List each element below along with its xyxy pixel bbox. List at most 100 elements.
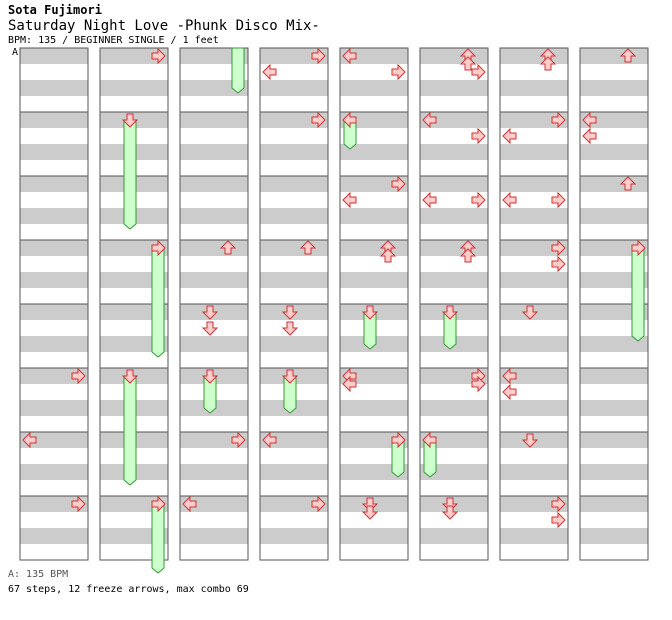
down-arrow-icon [441, 505, 459, 520]
beat-stripe [260, 336, 328, 352]
beat-stripe [340, 64, 408, 80]
beat-stripe [500, 96, 568, 112]
beat-stripe [340, 256, 408, 272]
right-arrow-icon [391, 63, 406, 81]
beat-stripe [180, 144, 248, 160]
beat-stripe [260, 48, 328, 64]
beat-stripe [420, 112, 488, 128]
beat-stripe [20, 48, 88, 64]
beat-stripe [180, 64, 248, 80]
down-arrow-icon [201, 305, 219, 320]
beat-stripe [260, 208, 328, 224]
column-border [19, 47, 89, 561]
beat-stripe [420, 192, 488, 208]
beat-stripe [100, 96, 168, 112]
beat-stripe [340, 208, 408, 224]
beat-stripe [20, 400, 88, 416]
beat-stripe [420, 176, 488, 192]
beat-stripe [100, 544, 168, 560]
beat-stripe [20, 112, 88, 128]
beat-stripe [100, 256, 168, 272]
beat-stripe [340, 368, 408, 384]
beat-stripe [340, 96, 408, 112]
beat-stripe [180, 256, 248, 272]
beat-stripe [180, 272, 248, 288]
beat-stripe [20, 176, 88, 192]
beat-stripe [100, 288, 168, 304]
beat-stripe [260, 64, 328, 80]
left-arrow-icon [262, 431, 277, 449]
beat-stripe [180, 528, 248, 544]
beat-stripe [340, 512, 408, 528]
left-arrow-icon [342, 375, 357, 393]
beat-stripe [180, 240, 248, 256]
beat-stripe [20, 256, 88, 272]
left-arrow-icon [422, 111, 437, 129]
beat-stripe [260, 240, 328, 256]
beat-stripe [580, 64, 648, 80]
beat-stripe [500, 272, 568, 288]
right-arrow-icon [391, 175, 406, 193]
left-arrow-icon [502, 191, 517, 209]
right-arrow-icon [471, 63, 486, 81]
beat-stripe [340, 224, 408, 240]
beat-stripe [100, 304, 168, 320]
beat-stripe [260, 112, 328, 128]
right-arrow-icon [631, 239, 646, 257]
beat-stripe [20, 544, 88, 560]
bpm-marker: A [12, 47, 19, 58]
beat-stripe [180, 496, 248, 512]
beat-stripe [340, 48, 408, 64]
freeze-arrow [123, 375, 137, 486]
beat-stripe [180, 480, 248, 496]
beat-stripe [580, 352, 648, 368]
up-arrow-icon [219, 240, 237, 255]
beat-stripe [260, 432, 328, 448]
down-arrow-icon [201, 321, 219, 336]
beat-stripe [420, 96, 488, 112]
beat-stripe [340, 240, 408, 256]
beat-stripe [580, 304, 648, 320]
beat-stripe [260, 416, 328, 432]
beat-stripe [500, 288, 568, 304]
beat-stripe [500, 336, 568, 352]
beat-stripe [20, 64, 88, 80]
beat-stripe [420, 368, 488, 384]
beat-stripe [180, 128, 248, 144]
beat-stripe [260, 96, 328, 112]
beat-stripe [340, 288, 408, 304]
beat-stripe [580, 448, 648, 464]
beat-stripe [420, 288, 488, 304]
beat-stripe [580, 176, 648, 192]
beat-stripe [20, 496, 88, 512]
beat-stripe [260, 448, 328, 464]
beat-stripe [340, 144, 408, 160]
beat-stripe [180, 112, 248, 128]
beat-stripe [20, 288, 88, 304]
beat-stripe [500, 496, 568, 512]
beat-stripe [260, 480, 328, 496]
beat-stripe [340, 160, 408, 176]
beat-stripe [20, 416, 88, 432]
right-arrow-icon [391, 431, 406, 449]
beat-stripe [20, 144, 88, 160]
beat-stripe [500, 384, 568, 400]
beat-stripe [420, 272, 488, 288]
left-arrow-icon [502, 127, 517, 145]
beat-stripe [180, 464, 248, 480]
beat-stripe [180, 176, 248, 192]
beat-stripe [260, 80, 328, 96]
column-border [579, 47, 649, 561]
beat-stripe [500, 208, 568, 224]
left-arrow-icon [22, 431, 37, 449]
beat-stripe [500, 544, 568, 560]
beat-stripe [340, 432, 408, 448]
song-title: Saturday Night Love -Phunk Disco Mix- [8, 18, 320, 34]
beat-stripe [340, 528, 408, 544]
beat-stripe [340, 448, 408, 464]
beat-stripe [20, 80, 88, 96]
beat-stripe [180, 80, 248, 96]
right-arrow-icon [151, 495, 166, 513]
right-arrow-icon [71, 367, 86, 385]
beat-stripe [580, 256, 648, 272]
